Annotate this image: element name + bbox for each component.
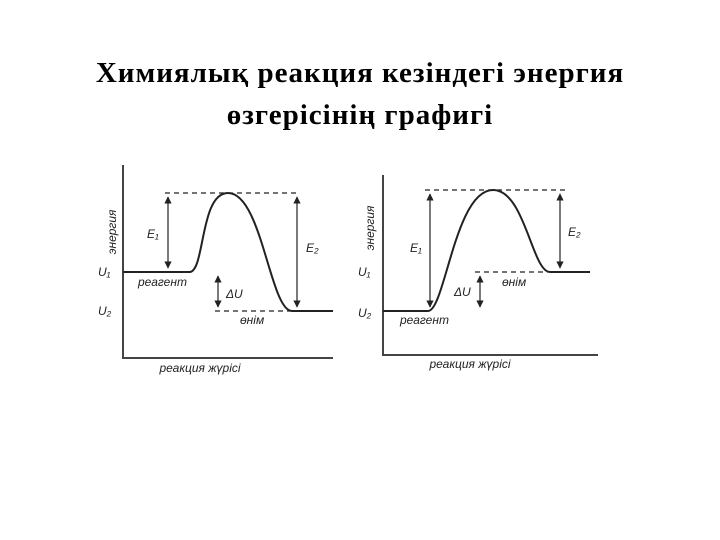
u2: U₂ bbox=[98, 304, 112, 318]
x-label: реакция жүрісі bbox=[428, 357, 510, 371]
axes bbox=[122, 165, 333, 359]
title-line: Химиялық реакция кезіндегі энергия bbox=[96, 57, 624, 89]
dashed-level bbox=[165, 192, 300, 312]
axes bbox=[382, 175, 598, 356]
e1: E₁ bbox=[410, 241, 422, 255]
e2: E₂ bbox=[306, 241, 319, 255]
title-line: өзгерісінің графигі bbox=[227, 99, 493, 131]
u1: U₁ bbox=[98, 265, 111, 279]
product: өнім bbox=[240, 313, 264, 327]
x-label: реакция жүрісі bbox=[158, 361, 240, 375]
e1: E₁ bbox=[147, 227, 159, 241]
u2: U₂ bbox=[358, 306, 372, 320]
e2: E₂ bbox=[568, 225, 581, 239]
delta-u: ΔU bbox=[453, 285, 471, 299]
y-label: энергия bbox=[105, 209, 119, 254]
diagram-endothermic: энергия реакция жүрісі U₁ U₂ E₁ E₂ ΔU ре… bbox=[358, 175, 598, 371]
dashed-level bbox=[425, 189, 565, 273]
delta-u: ΔU bbox=[225, 287, 243, 301]
y-label: энергия bbox=[363, 205, 377, 250]
reactant: реагент bbox=[137, 275, 187, 289]
diagram-exothermic: энергия реакция жүрісі U₁ U₂ E₁ E₂ ΔU ре… bbox=[98, 165, 333, 375]
u1: U₁ bbox=[358, 265, 371, 279]
product: өнім bbox=[502, 275, 526, 289]
energy-curve bbox=[123, 191, 333, 312]
reactant: реагент bbox=[399, 313, 449, 327]
